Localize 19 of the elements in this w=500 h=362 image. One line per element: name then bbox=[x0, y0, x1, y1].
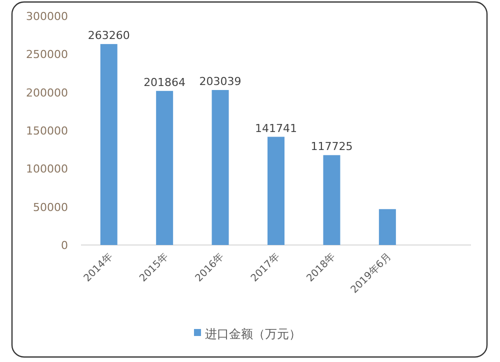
y-tick-label: 150000 bbox=[26, 124, 68, 138]
y-tick-label: 300000 bbox=[26, 10, 68, 23]
bar bbox=[323, 155, 340, 245]
y-tick-label: 0 bbox=[61, 239, 68, 252]
bar bbox=[156, 90, 174, 245]
y-tick-label: 100000 bbox=[26, 162, 68, 176]
data-label: 263260 bbox=[88, 29, 130, 42]
legend: 进口金额（万元） bbox=[194, 327, 301, 341]
bar bbox=[378, 209, 396, 245]
data-label: 117725 bbox=[310, 140, 353, 154]
data-label: 141741 bbox=[255, 122, 297, 135]
bar bbox=[100, 44, 118, 245]
y-tick-label: 250000 bbox=[26, 48, 68, 62]
data-label: 203039 bbox=[199, 75, 242, 88]
y-tick-label: 200000 bbox=[26, 86, 68, 100]
data-label: 201864 bbox=[144, 76, 186, 89]
bar bbox=[268, 136, 284, 245]
bar bbox=[212, 90, 229, 245]
y-tick-label: 50000 bbox=[33, 200, 68, 214]
